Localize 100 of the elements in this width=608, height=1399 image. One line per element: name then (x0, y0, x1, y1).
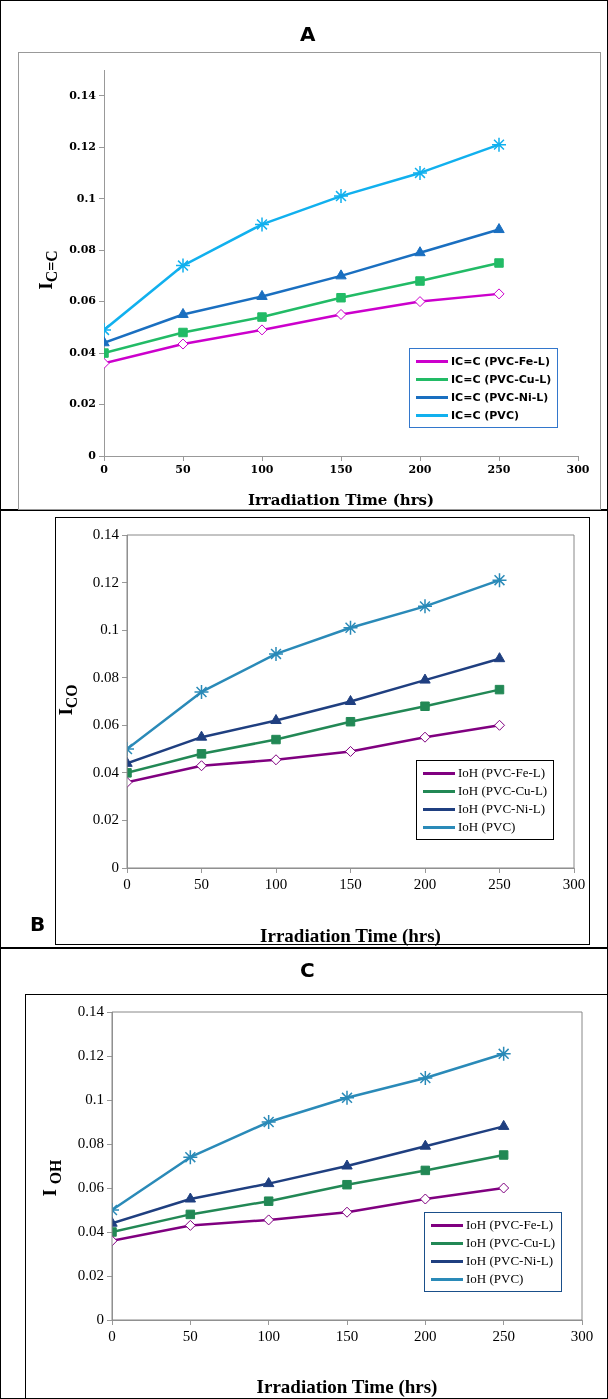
x-tick-label: 200 (408, 463, 432, 477)
point (494, 684, 505, 695)
point (182, 1149, 199, 1165)
x-axis-title: Irradiation Time (hrs) (256, 1375, 438, 1398)
x-tick-label: 250 (492, 1327, 515, 1344)
point (270, 714, 282, 725)
y-tick-label: 0.02 (77, 1266, 104, 1283)
point (494, 719, 505, 731)
x-tick-label: 50 (182, 1327, 198, 1344)
point (344, 695, 357, 705)
point (419, 673, 431, 684)
x-tick-label: 150 (339, 875, 362, 892)
x-tick-label: 150 (329, 463, 353, 477)
x-axis-title: Irradiation Time (hrs) (260, 924, 441, 947)
legend-label: IC=C (PVC-Cu-L) (451, 372, 552, 386)
y-tick-label: 0.04 (69, 345, 97, 359)
x-tick-label: 0 (123, 875, 131, 892)
x-tick-label: 150 (335, 1327, 359, 1344)
point (268, 646, 284, 662)
point (342, 620, 359, 636)
point (262, 1177, 275, 1188)
legend-label: IoH (PVC-Cu-L) (466, 1235, 556, 1251)
x-tick-label: 300 (562, 875, 586, 892)
point (341, 1159, 353, 1170)
x-tick-label: 50 (194, 875, 209, 892)
point (195, 730, 208, 741)
point (420, 701, 430, 711)
legend-label: IC=C (PVC-Ni-L) (451, 390, 549, 404)
point (493, 223, 505, 234)
point (491, 136, 507, 153)
point (256, 324, 268, 336)
point (263, 1214, 275, 1226)
point (336, 293, 346, 303)
point (175, 257, 191, 274)
point (184, 1192, 197, 1203)
y-tick-label: 0.06 (77, 1178, 105, 1195)
y-tick-label: 0.04 (77, 1222, 105, 1239)
point (417, 1070, 434, 1086)
point (260, 1114, 277, 1130)
point (193, 684, 210, 700)
x-tick-label: 100 (264, 875, 288, 892)
chart-title: C (300, 958, 315, 982)
y-tick-label: 0 (88, 448, 97, 462)
point (335, 269, 347, 280)
point (497, 1119, 510, 1130)
point (342, 1179, 352, 1190)
point (498, 1150, 509, 1160)
x-tick-label: 250 (487, 463, 511, 477)
point (419, 1193, 431, 1205)
x-tick-label: 100 (250, 463, 274, 477)
point (184, 1219, 196, 1231)
legend-label: IoH (PVC-Ni-L) (458, 801, 546, 817)
chart-title: A (300, 22, 316, 46)
y-tick-label: 0.06 (92, 716, 120, 733)
point (185, 1209, 196, 1220)
point (493, 652, 506, 663)
y-tick-label: 0.1 (100, 621, 119, 638)
point (493, 288, 505, 300)
y-tick-label: 0.12 (69, 140, 96, 154)
point (419, 731, 431, 743)
x-tick-label: 200 (413, 875, 437, 892)
y-tick-label: 0.1 (85, 1090, 104, 1107)
point (341, 1206, 353, 1218)
y-tick-label: 0.02 (69, 397, 96, 411)
point (196, 749, 207, 759)
point (494, 258, 504, 268)
point (412, 165, 428, 181)
y-tick-label: 0.02 (92, 811, 119, 828)
point (498, 1182, 510, 1194)
y-tick-label: 0 (96, 1310, 104, 1327)
point (257, 312, 267, 322)
point (345, 745, 356, 757)
y-tick-label: 0.1 (76, 191, 96, 205)
y-tick-label: 0 (111, 858, 119, 875)
point (339, 1090, 355, 1106)
y-tick-label: 0.14 (69, 88, 97, 102)
legend-label: IC=C (PVC) (451, 408, 519, 422)
legend-label: IC=C (PVC-Fe-L) (451, 354, 550, 368)
y-tick-label: 0.08 (69, 242, 97, 256)
y-tick-label: 0.14 (77, 1002, 105, 1019)
point (495, 1046, 512, 1062)
y-tick-label: 0.12 (92, 573, 119, 590)
legend-label: IoH (PVC-Fe-L) (466, 1217, 554, 1233)
point (345, 716, 356, 727)
point (335, 308, 347, 320)
point (333, 188, 349, 204)
x-axis-title: Irradiation Time (hrs) (247, 490, 435, 509)
point (178, 327, 188, 338)
x-tick-label: 200 (414, 1327, 437, 1344)
y-tick-label: 0.12 (77, 1046, 104, 1063)
legend-label: IoH (PVC-Cu-L) (458, 783, 548, 799)
y-tick-label: 0.06 (69, 294, 97, 308)
text: B (30, 912, 46, 936)
point (414, 296, 426, 308)
legend-label: IoH (PVC-Ni-L) (466, 1253, 554, 1269)
point (414, 246, 426, 257)
y-tick-label: 0.04 (92, 763, 120, 780)
y-tick-label: 0.08 (92, 668, 119, 685)
y-tick-label: 0.08 (77, 1134, 104, 1151)
x-tick-label: 250 (488, 875, 511, 892)
